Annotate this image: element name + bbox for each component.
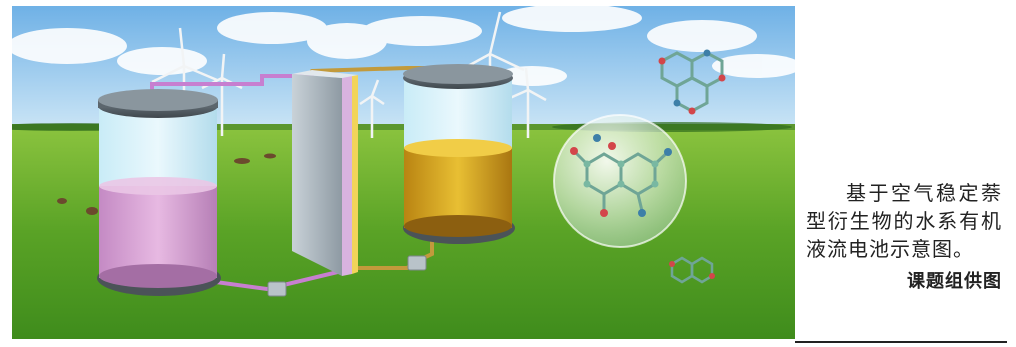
figure-caption: 基于空气稳定萘型衍生物的水系有机液流电池示意图。 课题组供图 — [806, 179, 1002, 293]
right-electrolyte-tank — [403, 64, 515, 244]
clouds — [12, 6, 795, 86]
cows — [57, 153, 276, 215]
molecule-bottom-right — [669, 256, 715, 284]
molecule-top-right — [658, 49, 726, 115]
caption-text: 基于空气稳定萘型衍生物的水系有机液流电池示意图。 — [806, 181, 1002, 261]
battery-stack — [292, 70, 358, 276]
right-electrolyte — [404, 148, 512, 228]
left-electrolyte-tank — [97, 89, 221, 296]
photo-credit: 课题组供图 — [907, 271, 1002, 292]
caption-rule — [795, 341, 1007, 343]
left-electrolyte — [99, 186, 217, 278]
molecule-bubble — [553, 114, 687, 248]
pumps — [267, 255, 427, 297]
battery-illustration — [12, 6, 795, 339]
